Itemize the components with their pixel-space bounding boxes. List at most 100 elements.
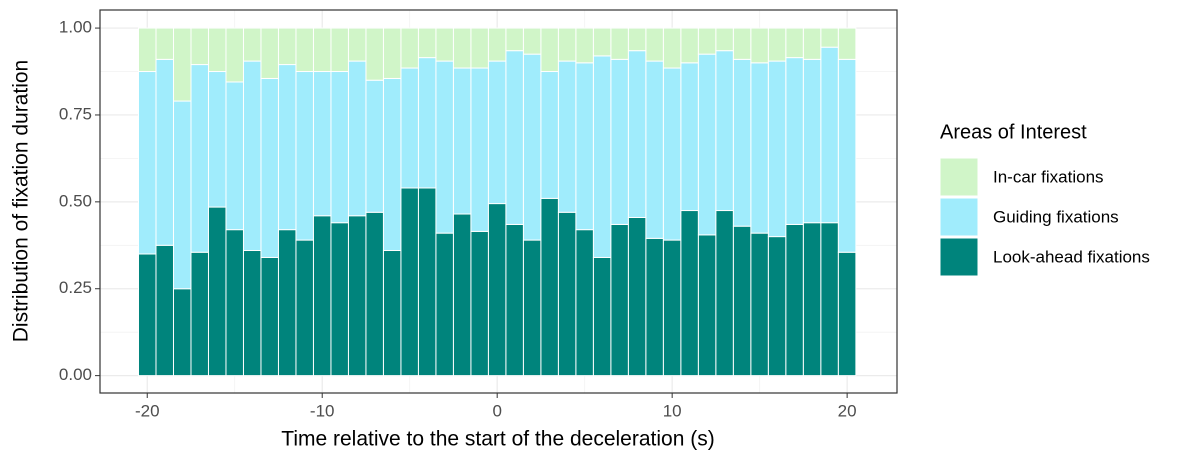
bar-segment xyxy=(697,234,717,377)
bar-segment xyxy=(732,58,752,227)
bar-segment xyxy=(750,62,769,234)
bar-segment xyxy=(680,62,699,212)
bar-segment xyxy=(750,27,769,64)
x-tick-label: 0 xyxy=(492,401,501,420)
y-tick-label: 0.50 xyxy=(59,191,92,210)
bar-segment xyxy=(260,27,279,79)
bar-segment xyxy=(627,216,647,377)
legend-key xyxy=(939,157,979,197)
bar-segment xyxy=(277,64,297,231)
bar-segment xyxy=(522,53,542,241)
panel-border xyxy=(99,9,898,394)
bar-segment xyxy=(330,27,349,73)
bar-segment xyxy=(207,206,227,377)
bar-segment xyxy=(802,222,822,377)
x-tick-label: -20 xyxy=(135,401,160,420)
bar-segment xyxy=(732,27,752,60)
x-axis-label: Time relative to the start of the decele… xyxy=(281,428,714,451)
bar-segment xyxy=(382,77,402,252)
bar-segment xyxy=(680,210,699,377)
bar-segment xyxy=(137,71,157,255)
bar-segment xyxy=(715,27,734,52)
y-tick-label: 1.00 xyxy=(59,18,92,37)
bar-segment xyxy=(277,27,297,66)
bar-segment xyxy=(435,27,454,62)
legend-label: Guiding fixations xyxy=(993,207,1119,226)
bar-segment xyxy=(435,232,454,377)
bar-segment xyxy=(382,27,402,79)
bar-segment xyxy=(802,27,822,60)
bar-segment xyxy=(540,71,559,199)
bar-segment xyxy=(802,58,822,224)
bar-segment xyxy=(820,222,839,377)
y-axis-label: Distribution of fixation duration xyxy=(10,60,33,343)
bar-segment xyxy=(697,27,717,55)
bar-segment xyxy=(785,223,804,377)
bar-segment xyxy=(312,27,332,73)
bar-segment xyxy=(662,27,682,69)
bar-segment xyxy=(645,237,664,377)
bar-segment xyxy=(627,50,647,218)
bar-segment xyxy=(242,27,262,62)
bar-segment xyxy=(557,211,577,377)
bar-segment xyxy=(365,79,384,213)
bar-segment xyxy=(347,60,367,217)
bar-segment xyxy=(487,27,507,62)
plot-area xyxy=(100,10,897,393)
bar-segment xyxy=(470,27,489,69)
bar-segment xyxy=(242,250,262,377)
x-tick-label: -10 xyxy=(310,401,335,420)
bar-segment xyxy=(225,81,244,231)
bar-segment xyxy=(505,27,524,52)
bar-segment xyxy=(295,71,314,241)
bar-segment xyxy=(820,27,839,48)
bar-segment xyxy=(137,253,157,377)
bar-segment xyxy=(575,229,594,377)
bar-segment xyxy=(330,222,349,377)
legend-key xyxy=(939,237,979,277)
bar-segment xyxy=(505,50,524,225)
bar-segment xyxy=(837,58,857,253)
bar-segment xyxy=(820,46,839,224)
bar-segment xyxy=(680,27,699,64)
bar-segment xyxy=(522,239,542,377)
bar-segment xyxy=(557,27,577,62)
bar-segment xyxy=(190,27,209,66)
y-tick-label: 0.00 xyxy=(59,365,92,384)
bar-segment xyxy=(575,27,594,64)
bar-segment xyxy=(190,64,209,253)
bar-segment xyxy=(522,27,542,55)
bar-segment xyxy=(172,27,192,102)
bar-segment xyxy=(155,27,174,60)
bar-segment xyxy=(662,239,682,377)
bar-segment xyxy=(312,71,332,217)
bar-segment xyxy=(172,100,192,290)
bar-segment xyxy=(312,215,332,377)
bar-segment xyxy=(172,288,192,377)
bar-segment xyxy=(435,60,454,234)
bar-segment xyxy=(190,251,209,377)
legend-title: Areas of Interest xyxy=(940,121,1087,143)
bar-segment xyxy=(610,58,629,225)
bar-segment xyxy=(295,239,314,377)
bar-segment xyxy=(242,60,262,252)
y-tick-label: 0.25 xyxy=(59,278,92,297)
bar-segment xyxy=(452,213,472,377)
bar-segment xyxy=(155,244,174,377)
legend-label: In-car fixations xyxy=(993,167,1104,186)
bar-segment xyxy=(365,211,384,377)
bar-segment xyxy=(277,229,297,377)
bar-segment xyxy=(487,60,507,205)
bar-segment xyxy=(225,27,244,83)
bar-segment xyxy=(837,251,857,377)
bar-segment xyxy=(697,53,717,236)
x-tick-label: 20 xyxy=(838,401,857,420)
bar-segment xyxy=(400,67,419,189)
bar-segment xyxy=(260,256,279,377)
bar-segment xyxy=(452,67,472,215)
bar-segment xyxy=(645,27,664,62)
bar-segment xyxy=(400,27,419,69)
bar-segment xyxy=(767,236,787,377)
bar-segment xyxy=(347,215,367,377)
